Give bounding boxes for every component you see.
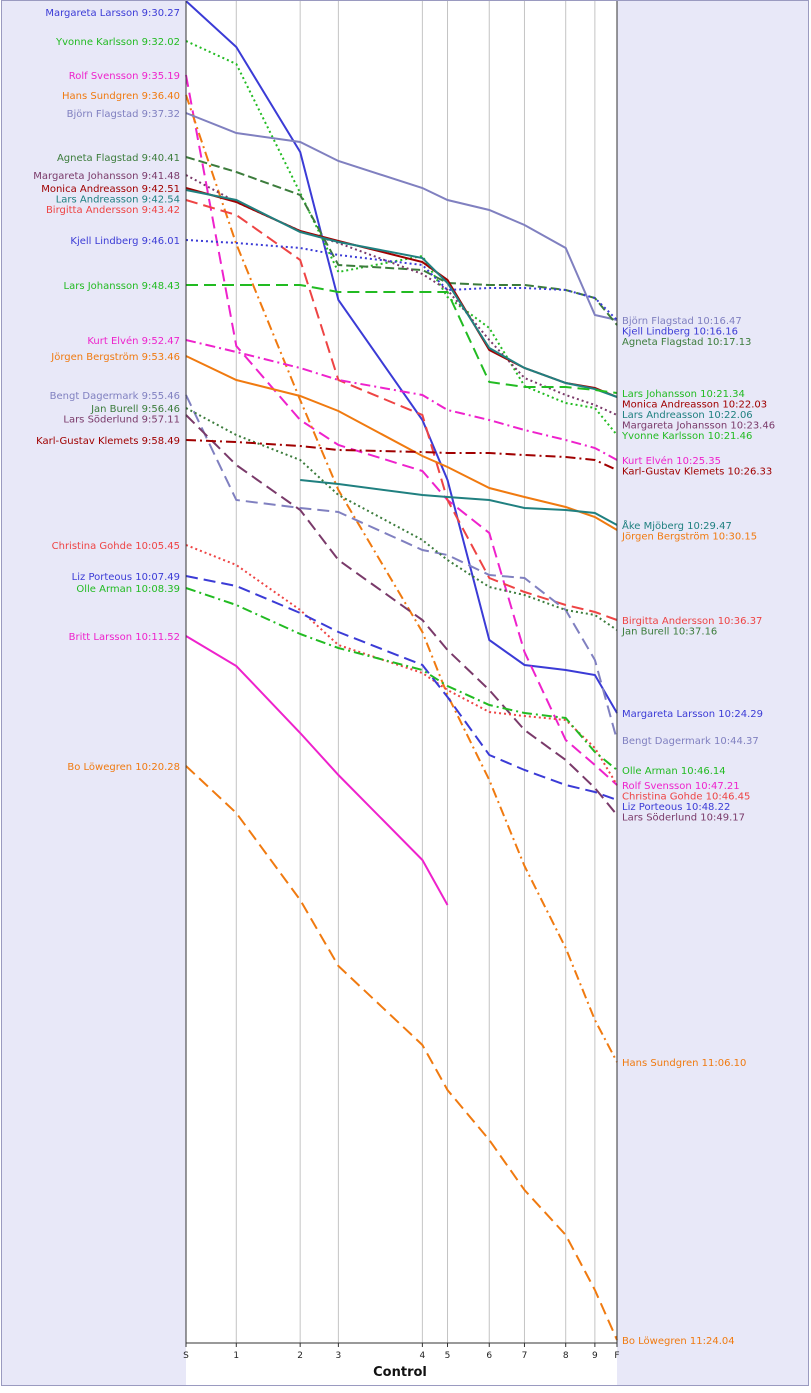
finish-label-lars-johansson: Lars Johansson 10:21.34: [622, 389, 745, 400]
x-tick-label: 1: [233, 1351, 239, 1361]
start-label-olle-arman: Olle Arman 10:08.39: [76, 584, 180, 595]
finish-label-kurt-elven: Kurt Elvén 10:25.35: [622, 455, 721, 467]
series-line-liz-porteous: [185, 575, 618, 801]
x-tick-label: S: [183, 1351, 189, 1361]
series-line-yvonne-karlsson: [185, 40, 618, 436]
finish-label-margareta-johansson: Margareta Johansson 10:23.46: [622, 421, 775, 432]
finish-label-bjorn-flagstad: Björn Flagstad 10:16.47: [622, 316, 742, 327]
start-label-christina-gohde: Christina Gohde 10:05.45: [52, 541, 180, 552]
finish-label-jorgen-bergstrom: Jörgen Bergström 10:30.15: [621, 532, 757, 543]
series-line-bengt-dagermark: [185, 394, 618, 741]
start-label-jorgen-bergstrom: Jörgen Bergström 9:53.46: [50, 352, 180, 363]
series-line-lars-soderlund: [185, 414, 618, 816]
finish-label-yvonne-karlsson: Yvonne Karlsson 10:21.46: [621, 431, 752, 442]
finish-label-lars-andreasson: Lars Andreasson 10:22.06: [622, 410, 753, 421]
start-label-rolf-svensson: Rolf Svensson 9:35.19: [69, 71, 180, 82]
start-label-monica-andreasson: Monica Andreasson 9:42.51: [41, 184, 180, 195]
start-label-hans-sundgren: Hans Sundgren 9:36.40: [62, 91, 180, 102]
series-line-bjorn-flagstad: [185, 112, 618, 321]
start-label-kurt-elven: Kurt Elvén 9:52.47: [87, 335, 180, 347]
start-label-liz-porteous: Liz Porteous 10:07.49: [72, 572, 180, 583]
x-tick-label: 3: [336, 1351, 342, 1361]
finish-label-agneta-flagstad: Agneta Flagstad 10:17.13: [622, 337, 751, 348]
finish-label-bo-lowegren: Bo Löwegren 11:24.04: [622, 1336, 735, 1347]
series-line-britt-larsson: [185, 635, 449, 906]
start-label-margareta-johansson: Margareta Johansson 9:41.48: [33, 171, 180, 182]
start-label-kjell-lindberg: Kjell Lindberg 9:46.01: [70, 236, 180, 247]
x-tick-label: 8: [563, 1351, 569, 1361]
series-line-lars-johansson: [186, 284, 618, 394]
series-line-margareta-johansson: [185, 174, 618, 416]
start-labels: Margareta Larsson 9:30.27 Yvonne Karlsson…: [33, 8, 180, 773]
finish-label-ake-mjoberg: Åke Mjöberg 10:29.47: [622, 519, 732, 532]
series-line-kjell-lindberg: [185, 239, 618, 321]
finish-label-christina-gohde: Christina Gohde 10:46.45: [622, 792, 750, 803]
x-tick-label: 6: [486, 1351, 492, 1361]
series-line-margareta-larsson: [185, 0, 618, 714]
series-line-olle-arman: [185, 587, 618, 771]
finish-label-bengt-dagermark: Bengt Dagermark 10:44.37: [622, 736, 759, 747]
series-line-ake-mjoberg: [300, 479, 618, 526]
finish-label-karl-gustav-klemets: Karl-Gustav Klemets 10:26.33: [622, 467, 772, 478]
start-label-bengt-dagermark: Bengt Dagermark 9:55.46: [50, 391, 180, 402]
finish-label-margareta-larsson: Margareta Larsson 10:24.29: [622, 709, 763, 720]
plot-area: [186, 0, 617, 1343]
finish-label-kjell-lindberg: Kjell Lindberg 10:16.16: [622, 327, 738, 338]
left-label-panel: [2, 0, 186, 1385]
series-line-karl-gustav-klemets: [185, 439, 618, 471]
start-label-bo-lowegren: Bo Löwegren 10:20.28: [67, 762, 180, 773]
finish-label-rolf-svensson: Rolf Svensson 10:47.21: [622, 781, 740, 792]
finish-label-jan-burell: Jan Burell 10:37.16: [621, 627, 717, 638]
finish-label-lars-soderlund: Lars Söderlund 10:49.17: [622, 813, 745, 824]
series-line-kurt-elven: [185, 339, 618, 461]
finish-label-monica-andreasson: Monica Andreasson 10:22.03: [622, 400, 767, 411]
right-label-panel: [617, 0, 809, 1385]
series-lines: [185, 0, 618, 1341]
series-line-birgitta-andersson: [185, 199, 618, 621]
start-label-lars-andreasson: Lars Andreasson 9:42.54: [56, 195, 180, 206]
x-tick-label: 7: [522, 1351, 528, 1361]
finish-label-birgitta-andersson: Birgitta Andersson 10:36.37: [622, 616, 762, 627]
x-tick-label: 5: [445, 1351, 451, 1361]
x-tick-label: 4: [420, 1351, 426, 1361]
start-label-karl-gustav-klemets: Karl-Gustav Klemets 9:58.49: [36, 436, 180, 447]
x-axis-ticks: S 1 2 3 4 5 6 7 8 9 F: [183, 1343, 620, 1361]
start-label-bjorn-flagstad: Björn Flagstad 9:37.32: [67, 109, 180, 120]
x-tick-label: F: [614, 1351, 619, 1361]
finish-label-olle-arman: Olle Arman 10:46.14: [622, 766, 726, 777]
x-axis-title: Control: [373, 1365, 427, 1380]
finish-label-hans-sundgren: Hans Sundgren 11:06.10: [622, 1058, 746, 1069]
start-label-lars-soderlund: Lars Söderlund 9:57.11: [63, 415, 180, 426]
start-label-birgitta-andersson: Birgitta Andersson 9:43.42: [46, 205, 180, 216]
grid-lines: [235, 0, 596, 1343]
start-label-yvonne-karlsson: Yvonne Karlsson 9:32.02: [55, 37, 180, 48]
start-label-agneta-flagstad: Agneta Flagstad 9:40.41: [57, 153, 180, 164]
x-tick-label: 2: [297, 1351, 303, 1361]
start-label-jan-burell: Jan Burell 9:56.46: [90, 404, 180, 415]
series-line-lars-andreasson: [185, 189, 618, 398]
series-line-christina-gohde: [185, 544, 618, 786]
start-label-britt-larsson: Britt Larsson 10:11.52: [69, 632, 180, 643]
series-line-bo-lowegren: [185, 765, 618, 1341]
finish-label-liz-porteous: Liz Porteous 10:48.22: [622, 802, 730, 813]
start-label-lars-johansson: Lars Johansson 9:48.43: [64, 281, 180, 292]
start-label-margareta-larsson: Margareta Larsson 9:30.27: [45, 8, 180, 19]
x-tick-label: 9: [592, 1351, 598, 1361]
series-line-hans-sundgren: [185, 94, 618, 1063]
